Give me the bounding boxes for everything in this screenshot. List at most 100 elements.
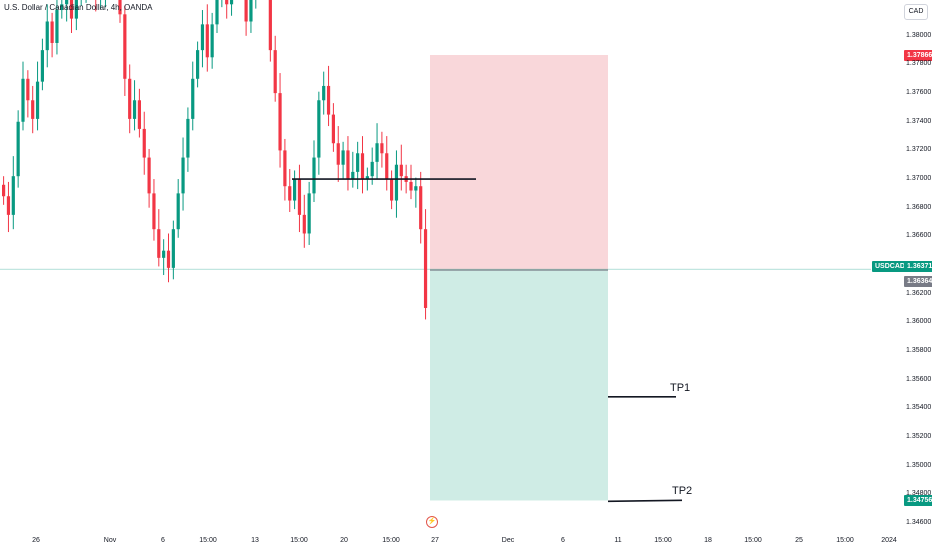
price-chart[interactable] [0,0,871,530]
candle-body [370,161,374,177]
symbol-title[interactable]: U.S. Dollar / Canadian Dollar, 4h, OANDA [4,3,153,12]
candle-body [278,93,282,151]
symbol-price-tag-label: USDCAD [872,260,908,272]
price-tick-label: 1.35200 [906,432,932,440]
tp2-label: TP2 [672,485,693,498]
candle-body [55,10,59,43]
candle-body [356,153,360,172]
candle-body [65,0,69,5]
candle-body [336,143,340,165]
price-tick-label: 1.36600 [906,232,932,240]
price-tick-label: 1.37200 [906,146,932,154]
candle-body [191,78,195,119]
candle-body [360,153,365,180]
candle-body [171,229,175,268]
candle-body [317,100,321,158]
candle-body [322,85,326,101]
candle-body [137,100,141,129]
time-tick-label: 18 [704,537,712,544]
time-tick-label: 15:00 [290,537,308,544]
candle-body [2,184,6,197]
price-tick-label: 1.35400 [906,404,932,412]
candle-body [157,229,161,258]
time-tick-label: 6 [561,537,565,544]
candle-body [69,0,74,19]
candle-body [297,179,302,215]
candle-body [293,179,297,201]
candle-body [205,24,209,58]
candle-body [166,250,171,268]
price-tick-label: 1.35600 [906,375,932,383]
currency-button[interactable]: CAD [904,4,928,20]
candle-body [181,157,185,194]
time-tick-label: 2024 [881,537,897,544]
candle-body [45,21,49,51]
candle-body [390,179,394,201]
candle-body [186,118,190,158]
candle-body [225,0,229,5]
candle-body [307,193,311,234]
time-axis[interactable] [0,530,932,550]
candle-body [16,121,20,177]
time-tick-label: 15:00 [199,537,217,544]
time-tick-label: 11 [614,537,622,544]
time-tick-label: 26 [32,537,40,544]
price-tick-label: 1.37600 [906,89,932,97]
candle-body [365,176,369,180]
lightning-event-icon[interactable]: ⚡ [426,516,438,528]
candle-body [419,186,423,230]
stop-loss-zone [430,55,608,271]
symbol-price-tag-value: 1.36371 [904,260,932,272]
candle-body [341,150,345,165]
price-tick-label: 1.38000 [906,31,932,39]
candle-body [210,24,214,58]
candle-body [385,153,389,180]
candle-body [302,214,306,234]
time-tick-label: 13 [251,537,259,544]
price-tick-label: 1.36200 [906,289,932,297]
time-tick-label: Nov [103,537,117,544]
candle-body [326,85,331,115]
time-tick-label: 15:00 [382,537,400,544]
time-tick-label: 27 [431,537,439,544]
candle-body [31,100,35,119]
candle-body [35,81,40,119]
price-tick-label: 1.37000 [906,175,932,183]
time-tick-label: 20 [340,537,348,544]
candle-body [288,186,292,201]
candle-body [147,157,151,194]
candle-body [312,157,316,194]
price-tick-label: 1.35000 [906,461,932,469]
price-tick-label: 1.34800 [906,490,932,498]
candle-body [123,14,127,79]
candle-body [128,78,132,119]
candle-body [409,181,413,191]
candle-body [26,78,30,101]
candle-body [283,150,287,187]
candle-body [74,0,78,19]
candle-body [273,50,277,94]
candle-body [268,0,272,51]
price-tick-label: 1.36800 [906,203,932,211]
candle-body [346,150,350,180]
time-tick-label: 6 [161,537,165,544]
candle-body [21,78,25,122]
candle-body [380,143,384,154]
target-price-tag: 1.34756 [904,494,932,506]
candle-body [11,176,15,215]
candle-body [215,0,219,25]
time-tick-label: 15:00 [744,537,762,544]
tp1-label: TP1 [670,381,691,394]
tp2-line [607,499,683,503]
price-tick-label: 1.34600 [906,518,932,526]
candle-body [331,114,335,144]
candle-body [375,143,379,162]
chart-area[interactable] [0,0,871,530]
time-tick-label: 25 [795,537,803,544]
candle-body [6,196,11,215]
candle-body [200,24,205,51]
candle-body [394,164,399,201]
candle-body [152,193,156,230]
price-tick-label: 1.37400 [906,117,932,125]
candle-body [118,0,122,15]
